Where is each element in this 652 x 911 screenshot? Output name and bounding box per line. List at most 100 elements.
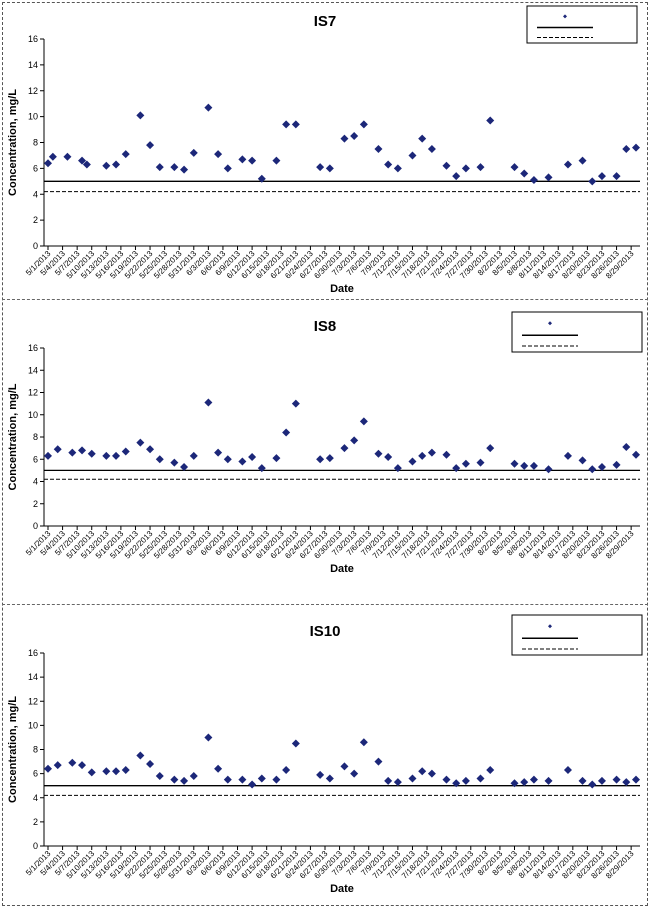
data-point	[510, 459, 519, 468]
data-point	[476, 458, 485, 467]
data-point	[359, 417, 368, 426]
data-point	[214, 448, 223, 457]
data-point	[563, 766, 572, 775]
data-point	[563, 451, 572, 460]
data-point	[461, 164, 470, 173]
data-point	[155, 772, 164, 781]
chart-panel-is8: IS8 0 2 4 6 8 10 12 14 16 Concentration, mg/L 5/1/2…	[2, 302, 648, 604]
data-point	[374, 757, 383, 766]
chart-title: IS10	[310, 623, 341, 640]
data-point	[121, 447, 130, 456]
data-point	[112, 160, 121, 169]
y-tick-label: 16	[28, 343, 38, 353]
data-point	[510, 163, 519, 172]
data-point	[204, 398, 213, 407]
data-point	[53, 761, 62, 770]
data-point	[136, 751, 145, 760]
data-point	[325, 454, 334, 463]
data-point	[87, 449, 96, 458]
data-point	[408, 457, 417, 466]
y-tick-label: 14	[28, 365, 38, 375]
data-point	[257, 464, 266, 473]
chart-panel-is10: IS10 0 2 4 6 8 10 12 14 16 Concentration, mg/L 5/1/…	[2, 607, 648, 906]
data-point	[87, 768, 96, 777]
data-point	[214, 764, 223, 773]
data-point	[155, 163, 164, 172]
data-point	[102, 767, 111, 776]
data-point	[442, 775, 451, 784]
data-point	[257, 174, 266, 183]
data-point	[282, 428, 291, 437]
data-point	[632, 143, 640, 152]
y-tick-label: 10	[28, 720, 38, 730]
data-point	[612, 775, 621, 784]
legend-box	[526, 5, 638, 44]
data-point	[520, 778, 529, 787]
data-point	[384, 160, 393, 169]
data-point	[418, 451, 427, 460]
data-point	[53, 445, 62, 454]
y-tick-label: 14	[28, 672, 38, 682]
y-axis-label: Concentration, mg/L	[7, 696, 19, 803]
data-point	[291, 739, 300, 748]
data-point	[578, 456, 587, 465]
data-point	[588, 780, 597, 789]
data-point	[442, 450, 451, 459]
data-point	[393, 464, 402, 473]
data-point	[612, 172, 621, 181]
data-point	[68, 758, 77, 767]
data-point	[121, 766, 130, 775]
y-tick-label: 2	[33, 215, 38, 225]
data-point	[359, 738, 368, 747]
y-tick-label: 6	[33, 769, 38, 779]
data-point	[189, 772, 198, 781]
y-tick-label: 8	[33, 432, 38, 442]
y-tick-label: 10	[28, 410, 38, 420]
data-point	[529, 176, 538, 185]
panel-separator	[2, 299, 648, 300]
data-point	[452, 464, 461, 473]
data-point	[632, 775, 640, 784]
data-point	[272, 156, 281, 165]
data-point	[180, 463, 189, 472]
data-point	[622, 443, 631, 452]
data-point	[588, 465, 597, 474]
data-point	[146, 759, 155, 768]
data-point	[374, 449, 383, 458]
data-point	[632, 450, 640, 459]
y-tick-label: 16	[28, 34, 38, 44]
chart-panel-is7: IS7 0 2 4 6 8 10 12 14 16 Concentration, mg/L 5/1/2…	[2, 2, 648, 299]
data-point	[136, 111, 145, 120]
legend-box	[511, 614, 643, 656]
y-tick-label: 10	[28, 112, 38, 122]
data-point	[68, 448, 77, 457]
data-point	[44, 451, 52, 460]
data-point	[452, 172, 461, 181]
data-point	[204, 103, 213, 112]
data-point	[316, 770, 325, 779]
data-point	[393, 778, 402, 787]
chart-title: IS7	[314, 13, 337, 30]
y-tick-label: 8	[33, 745, 38, 755]
data-point	[146, 445, 155, 454]
data-point	[78, 156, 87, 165]
data-point	[461, 776, 470, 785]
data-point	[427, 448, 436, 457]
data-point	[282, 120, 291, 129]
x-axis-label: Date	[330, 563, 354, 575]
data-point	[408, 151, 417, 160]
data-point	[248, 780, 257, 789]
data-point	[155, 455, 164, 464]
data-point	[476, 163, 485, 172]
data-point	[112, 451, 121, 460]
data-point	[442, 161, 451, 170]
legend-marker	[563, 14, 567, 19]
data-point	[63, 152, 72, 161]
y-tick-label: 0	[33, 521, 38, 531]
y-tick-label: 6	[33, 454, 38, 464]
y-tick-label: 0	[33, 241, 38, 251]
data-point	[408, 774, 417, 783]
data-point	[427, 144, 436, 153]
